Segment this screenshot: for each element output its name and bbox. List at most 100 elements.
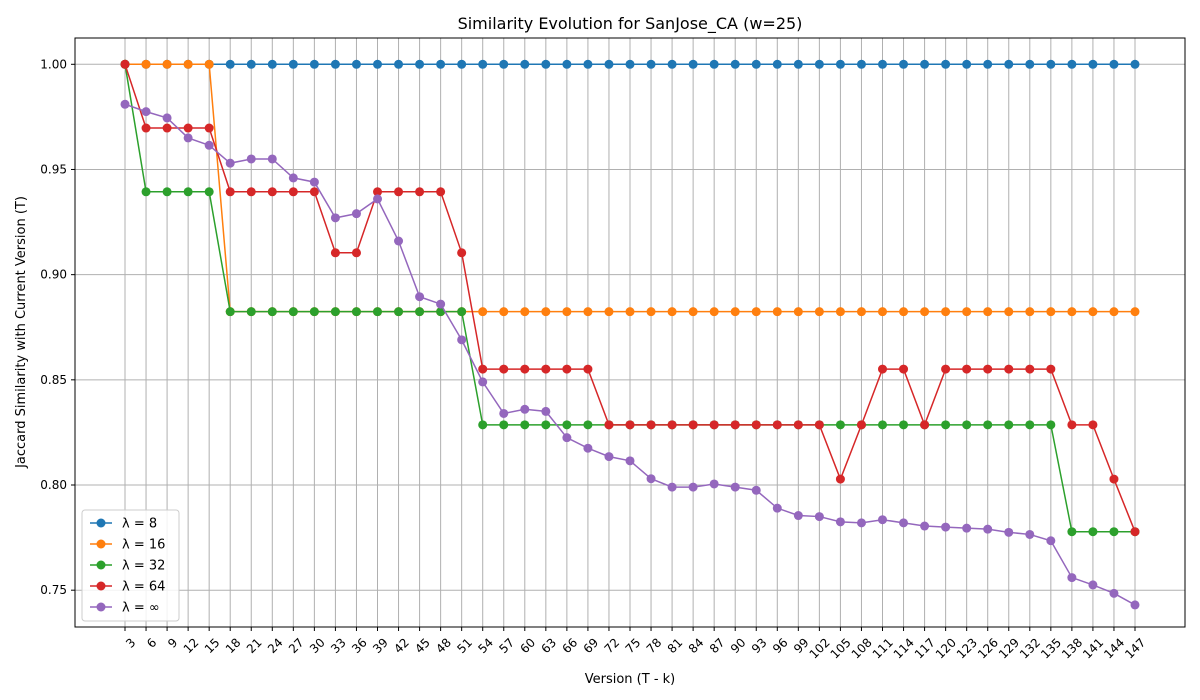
data-point xyxy=(562,59,572,69)
data-point xyxy=(288,173,298,183)
data-point xyxy=(688,59,698,69)
legend-item: λ = ∞ xyxy=(90,601,160,616)
data-point xyxy=(520,404,530,414)
data-point xyxy=(288,59,298,69)
data-point xyxy=(499,420,509,430)
data-point xyxy=(1067,527,1077,537)
legend-label: λ = 8 xyxy=(122,517,157,532)
data-point xyxy=(415,59,425,69)
data-point xyxy=(1046,536,1056,546)
data-point xyxy=(351,59,361,69)
data-point xyxy=(920,420,930,430)
data-point xyxy=(1004,420,1014,430)
data-point xyxy=(835,420,845,430)
data-point xyxy=(330,213,340,223)
data-point xyxy=(772,503,782,513)
data-point xyxy=(983,524,993,534)
data-point xyxy=(541,59,551,69)
data-point xyxy=(814,307,824,317)
data-point xyxy=(457,248,467,258)
data-point xyxy=(1046,420,1056,430)
data-point xyxy=(1109,474,1119,484)
data-point xyxy=(646,420,656,430)
data-point xyxy=(1130,600,1140,610)
data-point xyxy=(583,364,593,374)
data-point xyxy=(288,187,298,197)
data-point xyxy=(1088,580,1098,590)
data-point xyxy=(1025,364,1035,374)
data-point xyxy=(457,335,467,345)
data-point xyxy=(920,59,930,69)
legend-box xyxy=(81,509,180,622)
data-point xyxy=(899,518,909,528)
data-point xyxy=(941,522,951,532)
data-point xyxy=(1130,307,1140,317)
data-point xyxy=(625,456,635,466)
data-point xyxy=(436,299,446,309)
data-point xyxy=(309,307,319,317)
data-point xyxy=(962,523,972,533)
data-point xyxy=(246,154,256,164)
data-point xyxy=(520,364,530,374)
data-point xyxy=(583,420,593,430)
legend-label: λ = 64 xyxy=(122,580,165,595)
data-point xyxy=(141,187,151,197)
y-tick-label: 0.90 xyxy=(40,268,67,282)
data-point xyxy=(267,154,277,164)
legend-item: λ = 32 xyxy=(90,559,165,574)
data-point xyxy=(351,209,361,219)
data-point xyxy=(478,377,488,387)
data-point xyxy=(1109,307,1119,317)
data-point xyxy=(541,420,551,430)
data-point xyxy=(373,187,382,197)
data-point xyxy=(394,236,404,246)
data-point xyxy=(1130,59,1140,69)
data-point xyxy=(120,99,130,109)
data-point xyxy=(562,420,572,430)
data-point xyxy=(983,420,993,430)
data-point xyxy=(625,307,635,317)
data-point xyxy=(351,248,361,258)
data-point xyxy=(141,107,151,117)
data-point xyxy=(162,113,172,123)
data-point xyxy=(667,307,677,317)
data-point xyxy=(878,515,887,525)
legend-label: λ = ∞ xyxy=(122,601,160,616)
data-point xyxy=(330,59,340,69)
data-point xyxy=(541,364,551,374)
data-point xyxy=(814,59,824,69)
y-axis-label: Jaccard Similarity with Current Version … xyxy=(14,196,29,469)
data-point xyxy=(541,307,551,317)
legend-marker xyxy=(96,518,106,528)
data-point xyxy=(983,364,993,374)
data-point xyxy=(688,307,698,317)
data-point xyxy=(772,307,782,317)
data-point xyxy=(1025,307,1035,317)
y-tick-label: 0.80 xyxy=(40,478,67,492)
data-point xyxy=(330,248,340,258)
data-point xyxy=(709,479,719,489)
data-point xyxy=(835,59,845,69)
data-point xyxy=(225,158,235,168)
data-point xyxy=(499,364,509,374)
data-point xyxy=(604,420,614,430)
data-point xyxy=(309,187,319,197)
data-point xyxy=(688,482,698,492)
legend-label: λ = 16 xyxy=(122,538,165,553)
data-point xyxy=(499,408,509,418)
data-point xyxy=(267,59,277,69)
data-point xyxy=(351,307,361,317)
legend-marker xyxy=(96,581,106,591)
data-point xyxy=(415,292,425,302)
data-point xyxy=(709,307,719,317)
series-lines xyxy=(120,59,1140,610)
data-point xyxy=(1046,307,1056,317)
data-point xyxy=(1088,59,1098,69)
data-point xyxy=(878,364,887,374)
x-axis-label: Version (T - k) xyxy=(585,672,676,687)
data-point xyxy=(604,59,614,69)
data-point xyxy=(835,474,845,484)
data-point xyxy=(1088,527,1098,537)
